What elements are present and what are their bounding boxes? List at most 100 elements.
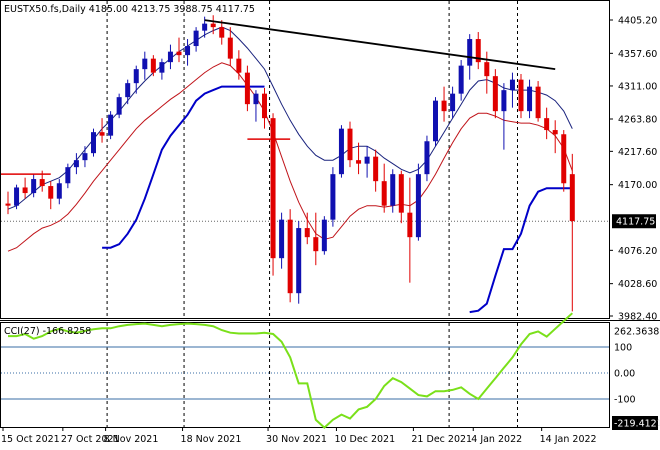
x-tick-label-3: 18 Nov 2021: [181, 434, 242, 445]
candle-body-20: [176, 51, 182, 56]
trendline: [204, 19, 556, 71]
candle-body-46: [398, 174, 404, 213]
candle-body-39: [338, 128, 344, 175]
candle-body-14: [125, 83, 131, 98]
cci-axis-label-2: 0.00: [614, 369, 635, 380]
y-tick-label-8: 3982.40: [618, 312, 657, 323]
candle-body-9: [82, 153, 88, 161]
cci-line: [8, 312, 573, 429]
candle-body-15: [133, 69, 139, 84]
candle-body-60: [518, 79, 524, 112]
candle-body-52: [450, 93, 456, 112]
candle-body-12: [108, 114, 114, 136]
indicator-header: CCI(27) -166.8258: [4, 326, 91, 337]
candle-body-25: [219, 27, 225, 38]
candle-body-43: [373, 156, 379, 182]
lower-band-line: [7, 62, 573, 252]
candle-body-40: [347, 128, 353, 161]
candle-body-28: [244, 72, 250, 105]
y-tick-label-1: 4357.60: [618, 49, 657, 60]
x-tick-label-4: 30 Nov 2021: [266, 434, 327, 445]
y-tick-label-2: 4311.00: [618, 81, 657, 92]
cci-value-box: [612, 416, 658, 430]
candles: [5, 15, 575, 312]
candle-body-10: [91, 132, 96, 154]
symbol-header: EUSTX50.fs,Daily 4185.00 4213.75 3988.75…: [4, 4, 255, 15]
candle-body-0: [5, 203, 11, 206]
candle-body-2: [22, 187, 28, 194]
axes: 4405.20 4357.60 4311.00 4263.80 4217.60 4170.…: [1, 16, 660, 446]
candle-body-33: [287, 219, 293, 294]
overlay-lines: [1, 19, 556, 175]
candle-body-27: [236, 58, 242, 73]
current-price-label: 4117.75: [616, 217, 655, 228]
candle-body-35: [304, 228, 310, 238]
candle-body-63: [544, 118, 550, 131]
candle-body-30: [262, 93, 267, 119]
y-tick-label-3: 4263.80: [618, 114, 657, 125]
cci-indicator: [1, 312, 609, 429]
candle-body-51: [441, 100, 447, 112]
vertical-grid: [1, 1, 609, 427]
candle-body-59: [509, 79, 515, 91]
candle-body-22: [193, 30, 199, 47]
candle-body-66: [569, 174, 575, 222]
cci-axis-label-3: -100: [614, 395, 636, 406]
candle-body-61: [527, 86, 533, 112]
candle-body-4: [39, 179, 45, 187]
candle-body-17: [150, 58, 156, 73]
cci-axis-label-0: 262.3638: [614, 327, 659, 338]
candle-body-41: [356, 160, 362, 164]
candle-body-5: [48, 186, 54, 199]
candle-body-55: [475, 39, 481, 63]
candle-body-26: [227, 37, 233, 59]
candle-body-16: [142, 58, 148, 70]
candle-body-8: [73, 160, 79, 168]
x-tick-label-7: 4 Jan 2022: [471, 434, 522, 445]
y-tick-label-7: 4028.60: [618, 279, 657, 290]
candle-body-45: [390, 174, 396, 206]
candle-body-64: [552, 130, 558, 135]
candle-body-23: [202, 23, 208, 31]
candle-body-48: [415, 174, 421, 238]
candle-body-49: [424, 141, 430, 175]
candle-body-24: [210, 23, 216, 28]
candle-body-19: [167, 51, 173, 63]
candle-body-65: [561, 134, 567, 184]
candle-body-62: [535, 86, 541, 119]
candle-body-57: [492, 76, 498, 112]
candle-body-6: [56, 183, 62, 199]
candle-body-58: [501, 90, 507, 112]
candle-body-34: [296, 228, 302, 294]
cci-axis-label-1: 100: [614, 343, 632, 354]
x-tick-label-2: 8 Nov 2021: [104, 434, 159, 445]
candle-body-18: [159, 62, 165, 73]
candle-body-53: [458, 65, 464, 94]
x-tick-label-6: 21 Dec 2021: [411, 434, 472, 445]
candle-body-7: [65, 167, 71, 184]
candle-body-31: [270, 118, 276, 259]
x-tick-label-5: 10 Dec 2021: [334, 434, 395, 445]
candle-body-21: [185, 46, 191, 56]
x-tick-label-1: 27 Oct 2021: [61, 434, 120, 445]
current-price-box: [612, 214, 656, 229]
candle-body-29: [253, 93, 259, 105]
support-line: [102, 85, 573, 314]
candle-body-50: [433, 100, 438, 142]
y-tick-label-4: 4217.60: [618, 147, 657, 158]
y-tick-label-5: 4170.00: [618, 180, 657, 191]
candle-body-42: [364, 156, 370, 164]
candle-body-36: [313, 237, 319, 252]
indicator-plot-frame: [0, 322, 610, 428]
y-tick-label-0: 4405.20: [618, 16, 657, 27]
candle-body-1: [14, 187, 20, 206]
candle-body-38: [330, 174, 336, 220]
candle-body-13: [116, 97, 122, 115]
y-tick-label-6: 4076.20: [618, 246, 657, 257]
x-tick-label-8: 14 Jan 2022: [540, 434, 597, 445]
candle-body-32: [279, 219, 285, 259]
candle-body-54: [467, 39, 473, 66]
candle-body-56: [484, 62, 490, 77]
candle-body-37: [321, 219, 327, 252]
